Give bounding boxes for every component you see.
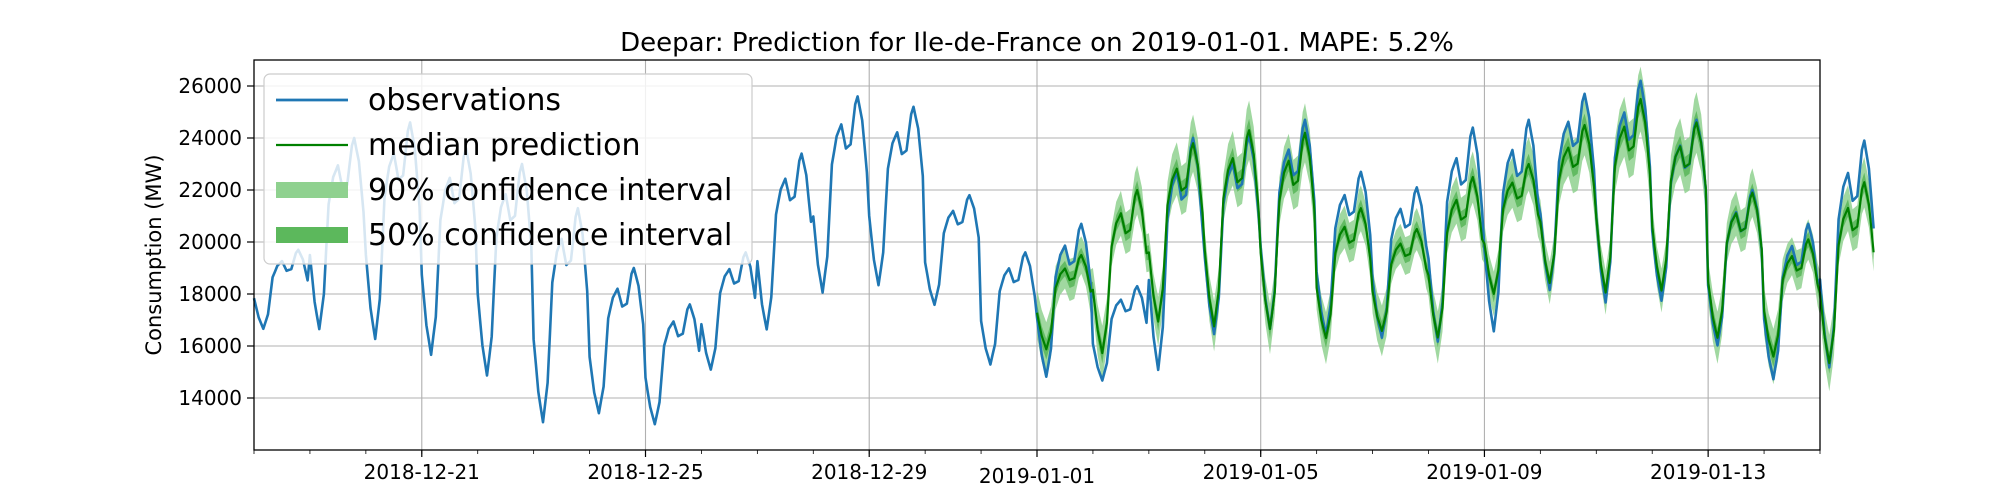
- y-tick-label: 24000: [178, 126, 242, 150]
- x-tick-label: 2019-01-01: [979, 464, 1095, 488]
- y-tick-label: 26000: [178, 74, 242, 98]
- legend: observations median prediction 90% confide…: [263, 73, 753, 265]
- x-tick-label: 2019-01-09: [1426, 460, 1542, 484]
- y-tick-label: 20000: [178, 230, 242, 254]
- x-axis-ticks: 2018-12-21 2018-12-25 2018-12-29 2019-01-01…: [253, 450, 1821, 488]
- legend-label-observations: observations: [368, 83, 561, 118]
- legend-label-median: median prediction: [368, 128, 641, 163]
- legend-swatch-ci90: [276, 182, 348, 198]
- legend-swatch-ci50: [276, 227, 348, 243]
- y-axis-label: Consumption (MW): [142, 154, 166, 355]
- chart-title: Deepar: Prediction for Ile-de-France on …: [620, 28, 1454, 58]
- x-tick-label: 2018-12-25: [587, 460, 703, 484]
- y-tick-label: 16000: [178, 334, 242, 358]
- x-tick-label: 2019-01-05: [1203, 460, 1319, 484]
- y-tick-label: 22000: [178, 178, 242, 202]
- legend-label-ci90: 90% confidence interval: [368, 173, 732, 208]
- y-tick-label: 18000: [178, 282, 242, 306]
- x-tick-label: 2018-12-21: [364, 460, 480, 484]
- y-axis-ticks: 14000 16000 18000 20000 22000 24000 26000: [178, 74, 254, 410]
- y-tick-label: 14000: [178, 386, 242, 410]
- x-tick-label: 2018-12-29: [811, 460, 927, 484]
- x-tick-label: 2019-01-13: [1650, 460, 1766, 484]
- median-prediction-line: [1035, 97, 1875, 365]
- legend-box: [263, 73, 753, 265]
- legend-label-ci50: 50% confidence interval: [368, 218, 732, 253]
